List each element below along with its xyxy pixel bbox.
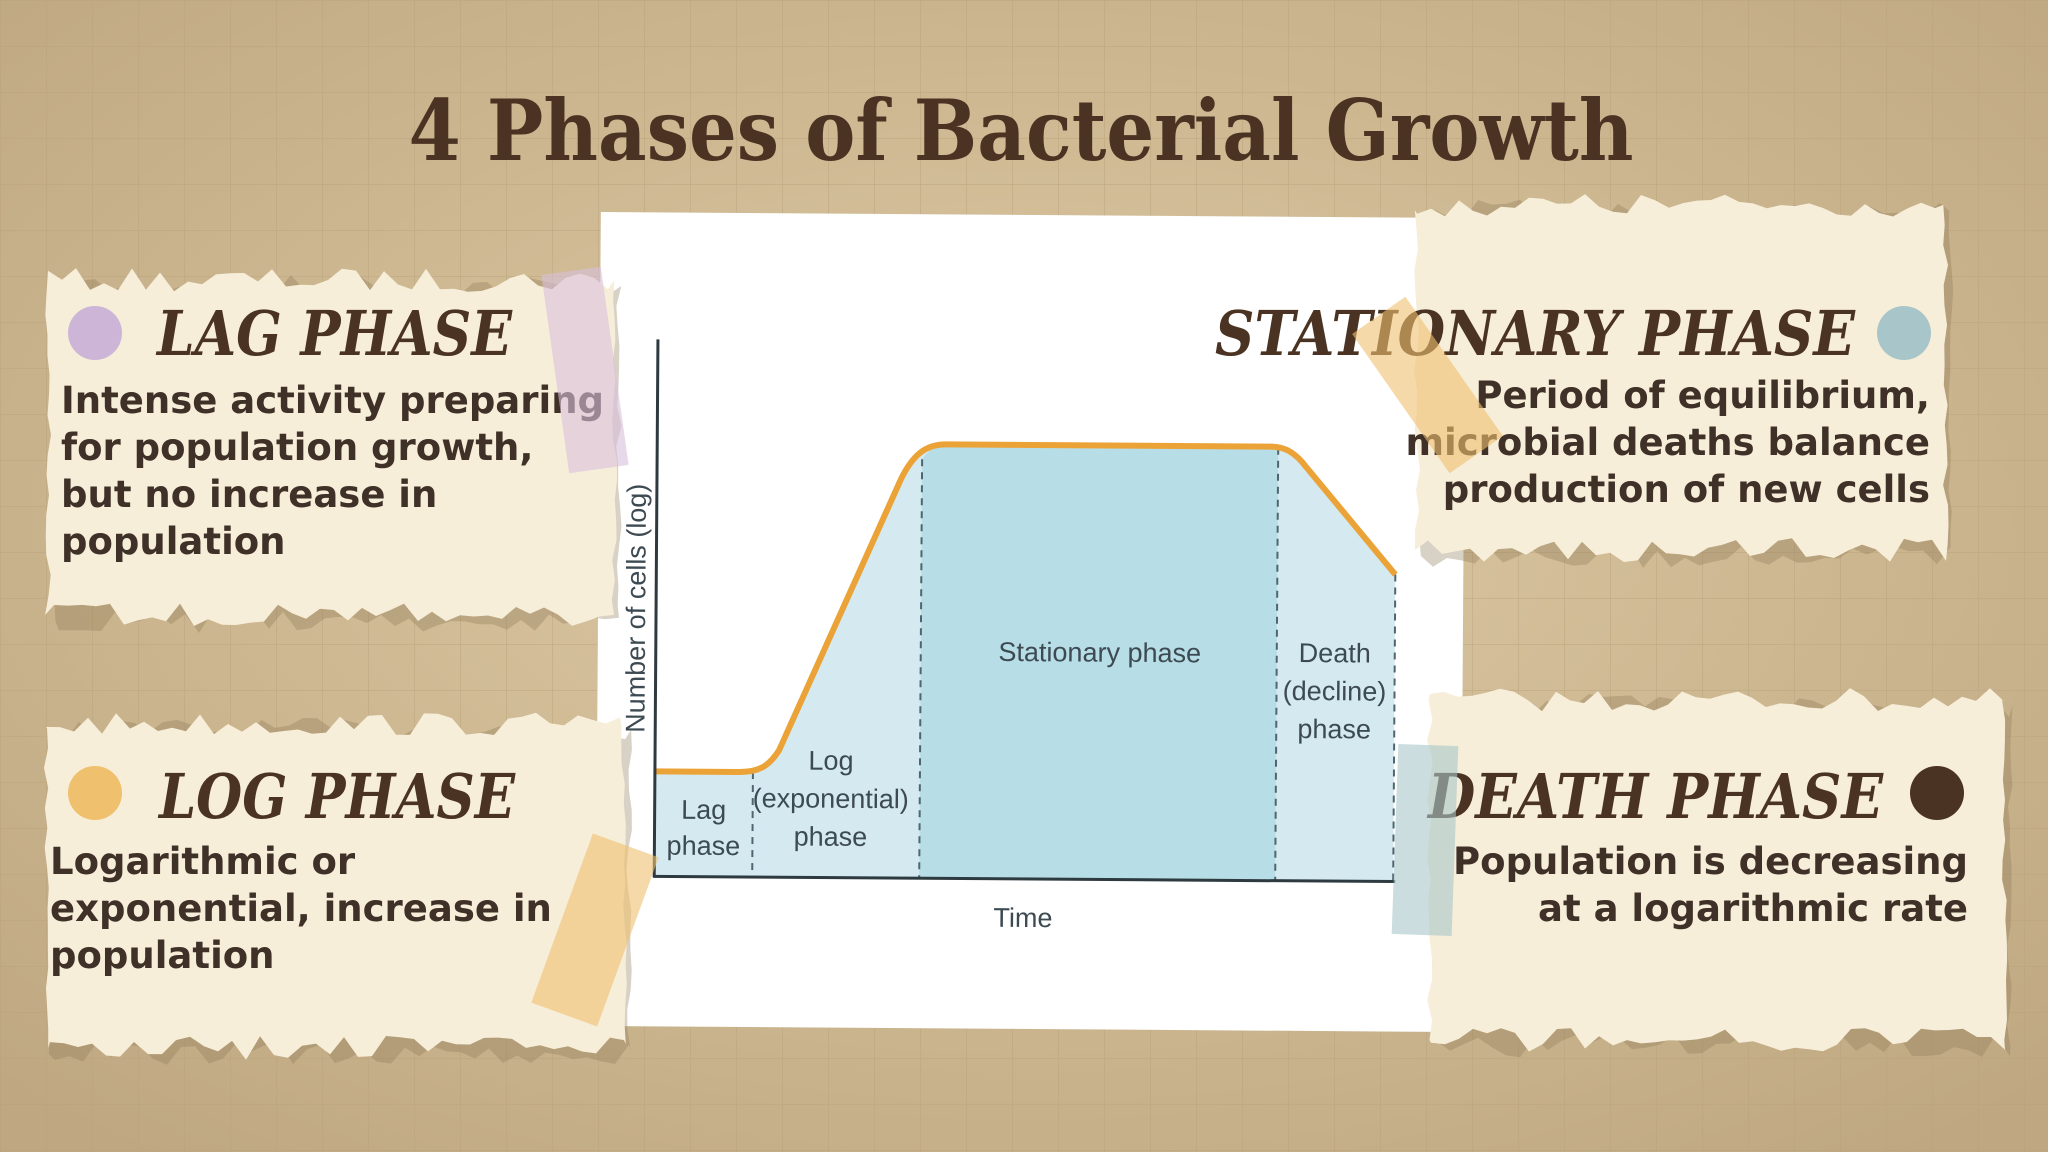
card-text: Logarithmic or — [50, 840, 356, 883]
card-heading: STATIONARY PHASE — [1215, 297, 1856, 370]
phase-label: Log — [808, 746, 853, 776]
phase-dot — [68, 766, 122, 820]
card-text: exponential, increase in — [50, 887, 552, 930]
torn-paper — [1414, 194, 1949, 562]
card-text: production of new cells — [1443, 468, 1930, 511]
slide-title: 4 Phases of Bacterial Growth — [409, 81, 1634, 180]
tape — [531, 833, 659, 1027]
phase-dot — [68, 306, 122, 360]
stationary-band — [919, 444, 1279, 881]
card-heading: LAG PHASE — [155, 297, 512, 370]
phase-label: Stationary phase — [998, 637, 1201, 668]
tape — [1352, 296, 1503, 474]
card-heading: DEATH PHASE — [1426, 760, 1883, 833]
divider — [751, 772, 754, 878]
card-text: population — [61, 520, 286, 563]
growth-curve — [654, 441, 1398, 775]
phase-label: phase — [794, 821, 868, 852]
phase-dividers — [751, 447, 1397, 882]
card-text: population — [50, 934, 275, 977]
card-heading: LOG PHASE — [157, 760, 515, 833]
tape — [1391, 744, 1459, 936]
y-axis-label: Number of cells (log) — [620, 484, 652, 733]
torn-paper — [44, 712, 627, 1060]
phase-label: Death — [1299, 638, 1371, 669]
tape — [541, 266, 629, 474]
phase-labels: Lag phase Log (exponential) phase Stationary … — [667, 637, 1387, 862]
phase-label: Lag — [681, 795, 726, 825]
y-axis — [652, 339, 660, 878]
phase-label: (exponential) — [753, 783, 909, 814]
growth-diagram: Number of cells (log) Time Lag phase Log (e… — [595, 211, 1466, 1033]
phase-label: phase — [1297, 714, 1371, 745]
torn-paper — [45, 268, 618, 626]
x-axis-label: Time — [993, 903, 1052, 933]
card-text: at a logarithmic rate — [1538, 887, 1968, 930]
x-axis — [653, 874, 1396, 884]
card-text: Period of equilibrium, — [1475, 374, 1930, 417]
card-text: Population is decreasing — [1453, 840, 1968, 883]
card-text: but no increase in — [61, 473, 437, 516]
phase-label: (decline) — [1283, 676, 1387, 707]
phase-dot — [1910, 766, 1964, 820]
divider — [918, 459, 924, 879]
phase-label: phase — [667, 831, 741, 862]
phase-dot — [1877, 306, 1931, 360]
card-text: for population growth, — [61, 426, 533, 469]
card-text: Intense activity preparing — [61, 379, 604, 422]
torn-paper — [1427, 688, 2008, 1052]
